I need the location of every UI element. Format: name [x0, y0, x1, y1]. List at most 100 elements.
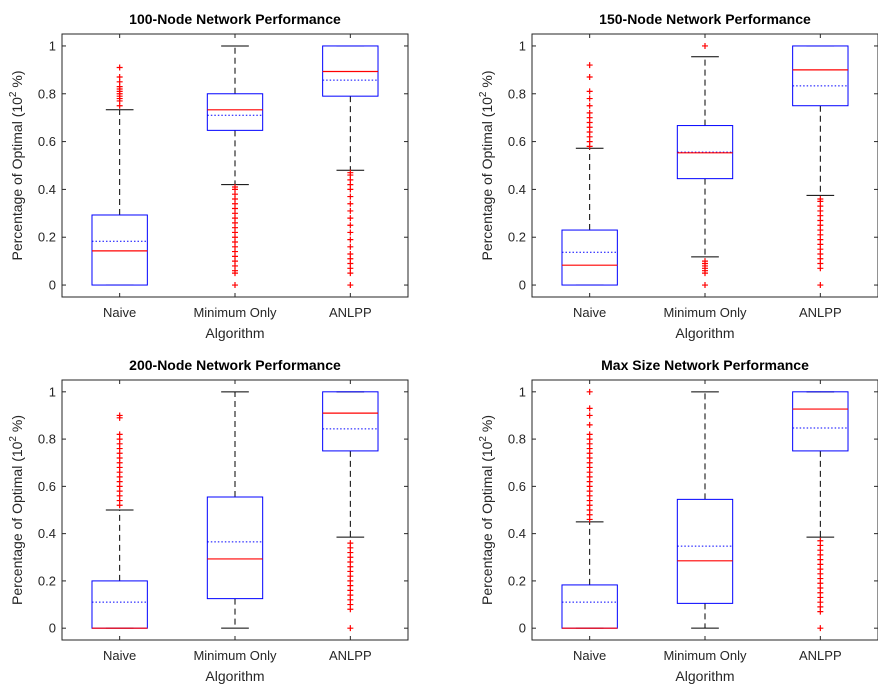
iqr-box: [792, 391, 849, 452]
y-tick-label: 0.8: [508, 86, 526, 101]
y-axis-label: Percentage of Optimal (102 %): [478, 415, 495, 605]
box-naive: [91, 64, 148, 286]
y-axis-label-main: Percentage of Optimal (10: [479, 97, 495, 261]
y-tick-label: 0: [49, 278, 56, 293]
y-tick-label: 1: [519, 38, 526, 53]
y-tick-label: 1: [49, 38, 56, 53]
y-tick-label: 0: [49, 621, 56, 636]
y-axis-label-main: Percentage of Optimal (10: [9, 97, 25, 261]
x-tick-label: Naive: [573, 305, 606, 320]
outlier-point: [347, 215, 354, 222]
outlier-point: [702, 42, 708, 49]
x-tick-label: ANLPP: [329, 648, 372, 663]
outlier-point: [347, 200, 354, 207]
chart-panel-1: 0 0.2 0.4 0.6 0.8 1 Naive Minimum Only ANLPP 100-…: [8, 11, 409, 341]
x-tick-label: Minimum Only: [663, 305, 747, 320]
x-tick-label: Naive: [103, 305, 136, 320]
outlier-point: [586, 405, 593, 412]
y-axis-label: Percentage of Optimal (102 %): [8, 71, 25, 261]
outlier-point: [586, 88, 593, 95]
y-axis-label-unit: %): [9, 415, 25, 436]
outlier-point: [232, 282, 238, 289]
x-tick-label: Naive: [103, 648, 136, 663]
outlier-point: [586, 431, 593, 438]
x-tick-label: Minimum Only: [193, 648, 277, 663]
y-tick-label: 0.4: [508, 182, 526, 197]
chart-panel-2: 0 0.2 0.4 0.6 0.8 1 Naive Minimum Only ANLPP 150-…: [478, 11, 878, 341]
y-axis-label-superscript: 2: [478, 436, 489, 442]
box-minimum-only: [206, 391, 264, 629]
outlier-point: [347, 207, 354, 214]
y-tick-label: 0.8: [38, 432, 56, 447]
y-axis-label: Percentage of Optimal (102 %): [8, 415, 25, 605]
x-tick-label: Minimum Only: [193, 305, 277, 320]
box-minimum-only: [206, 45, 264, 289]
x-tick-label: ANLPP: [329, 305, 372, 320]
y-axis-label-superscript: 2: [8, 91, 19, 97]
chart-panel-4: 0 0.2 0.4 0.6 0.8 1 Naive Minimum Only ANLPP Max …: [478, 357, 878, 684]
outlier-point: [116, 74, 123, 81]
box-anlpp: [792, 45, 849, 289]
y-tick-label: 0: [519, 278, 526, 293]
outlier-point: [586, 102, 593, 109]
outlier-point: [347, 243, 354, 250]
outlier-point: [347, 169, 354, 176]
box-anlpp: [792, 391, 849, 632]
y-tick-label: 0.2: [38, 573, 56, 588]
outlier-point: [817, 625, 824, 632]
outlier-point: [702, 282, 708, 289]
outlier-point: [347, 222, 354, 229]
box-naive: [91, 412, 148, 629]
x-axis-label: Algorithm: [675, 325, 734, 341]
y-tick-label: 0.2: [508, 573, 526, 588]
y-axis-label-superscript: 2: [8, 436, 19, 442]
outlier-point: [347, 625, 354, 632]
y-tick-label: 0.6: [508, 134, 526, 149]
iqr-box: [322, 391, 379, 452]
chart-title: 200-Node Network Performance: [129, 357, 341, 373]
box-naive: [561, 388, 618, 629]
outlier-point: [817, 282, 824, 289]
y-axis-label-unit: %): [9, 71, 25, 92]
outlier-point: [347, 193, 354, 200]
outlier-point: [586, 388, 593, 395]
y-tick-label: 0: [519, 621, 526, 636]
box-anlpp: [322, 45, 379, 289]
iqr-box: [91, 580, 148, 629]
x-tick-label: ANLPP: [799, 305, 842, 320]
outlier-point: [232, 184, 238, 191]
y-axis-label-main: Percentage of Optimal (10: [479, 441, 495, 605]
y-tick-label: 0.4: [38, 182, 56, 197]
iqr-box: [206, 93, 264, 131]
outlier-point: [347, 540, 354, 547]
box-naive: [561, 62, 618, 286]
y-tick-label: 0.6: [38, 134, 56, 149]
outlier-point: [586, 62, 593, 69]
outlier-point: [347, 250, 354, 257]
outlier-point: [586, 74, 593, 81]
y-axis-label-unit: %): [479, 415, 495, 436]
y-tick-label: 0.2: [38, 230, 56, 245]
y-axis-label-unit: %): [479, 71, 495, 92]
y-tick-label: 0.8: [38, 86, 56, 101]
chart-title: Max Size Network Performance: [601, 357, 809, 373]
x-axis-label: Algorithm: [205, 325, 264, 341]
outlier-point: [116, 412, 123, 419]
x-tick-label: ANLPP: [799, 648, 842, 663]
outlier-point: [116, 64, 123, 71]
outlier-point: [702, 258, 708, 265]
y-tick-label: 0.4: [38, 526, 56, 541]
outlier-point: [817, 195, 824, 202]
y-axis-label: Percentage of Optimal (102 %): [478, 71, 495, 261]
outlier-point: [347, 282, 354, 289]
box-anlpp: [322, 391, 379, 632]
y-tick-label: 0.2: [508, 230, 526, 245]
box-minimum-only: [676, 391, 734, 629]
iqr-box: [561, 584, 618, 629]
x-tick-label: Minimum Only: [663, 648, 747, 663]
outlier-point: [586, 109, 593, 116]
x-axis-label: Algorithm: [205, 668, 264, 684]
outlier-point: [347, 236, 354, 243]
iqr-box: [676, 498, 734, 604]
iqr-box: [792, 45, 849, 107]
